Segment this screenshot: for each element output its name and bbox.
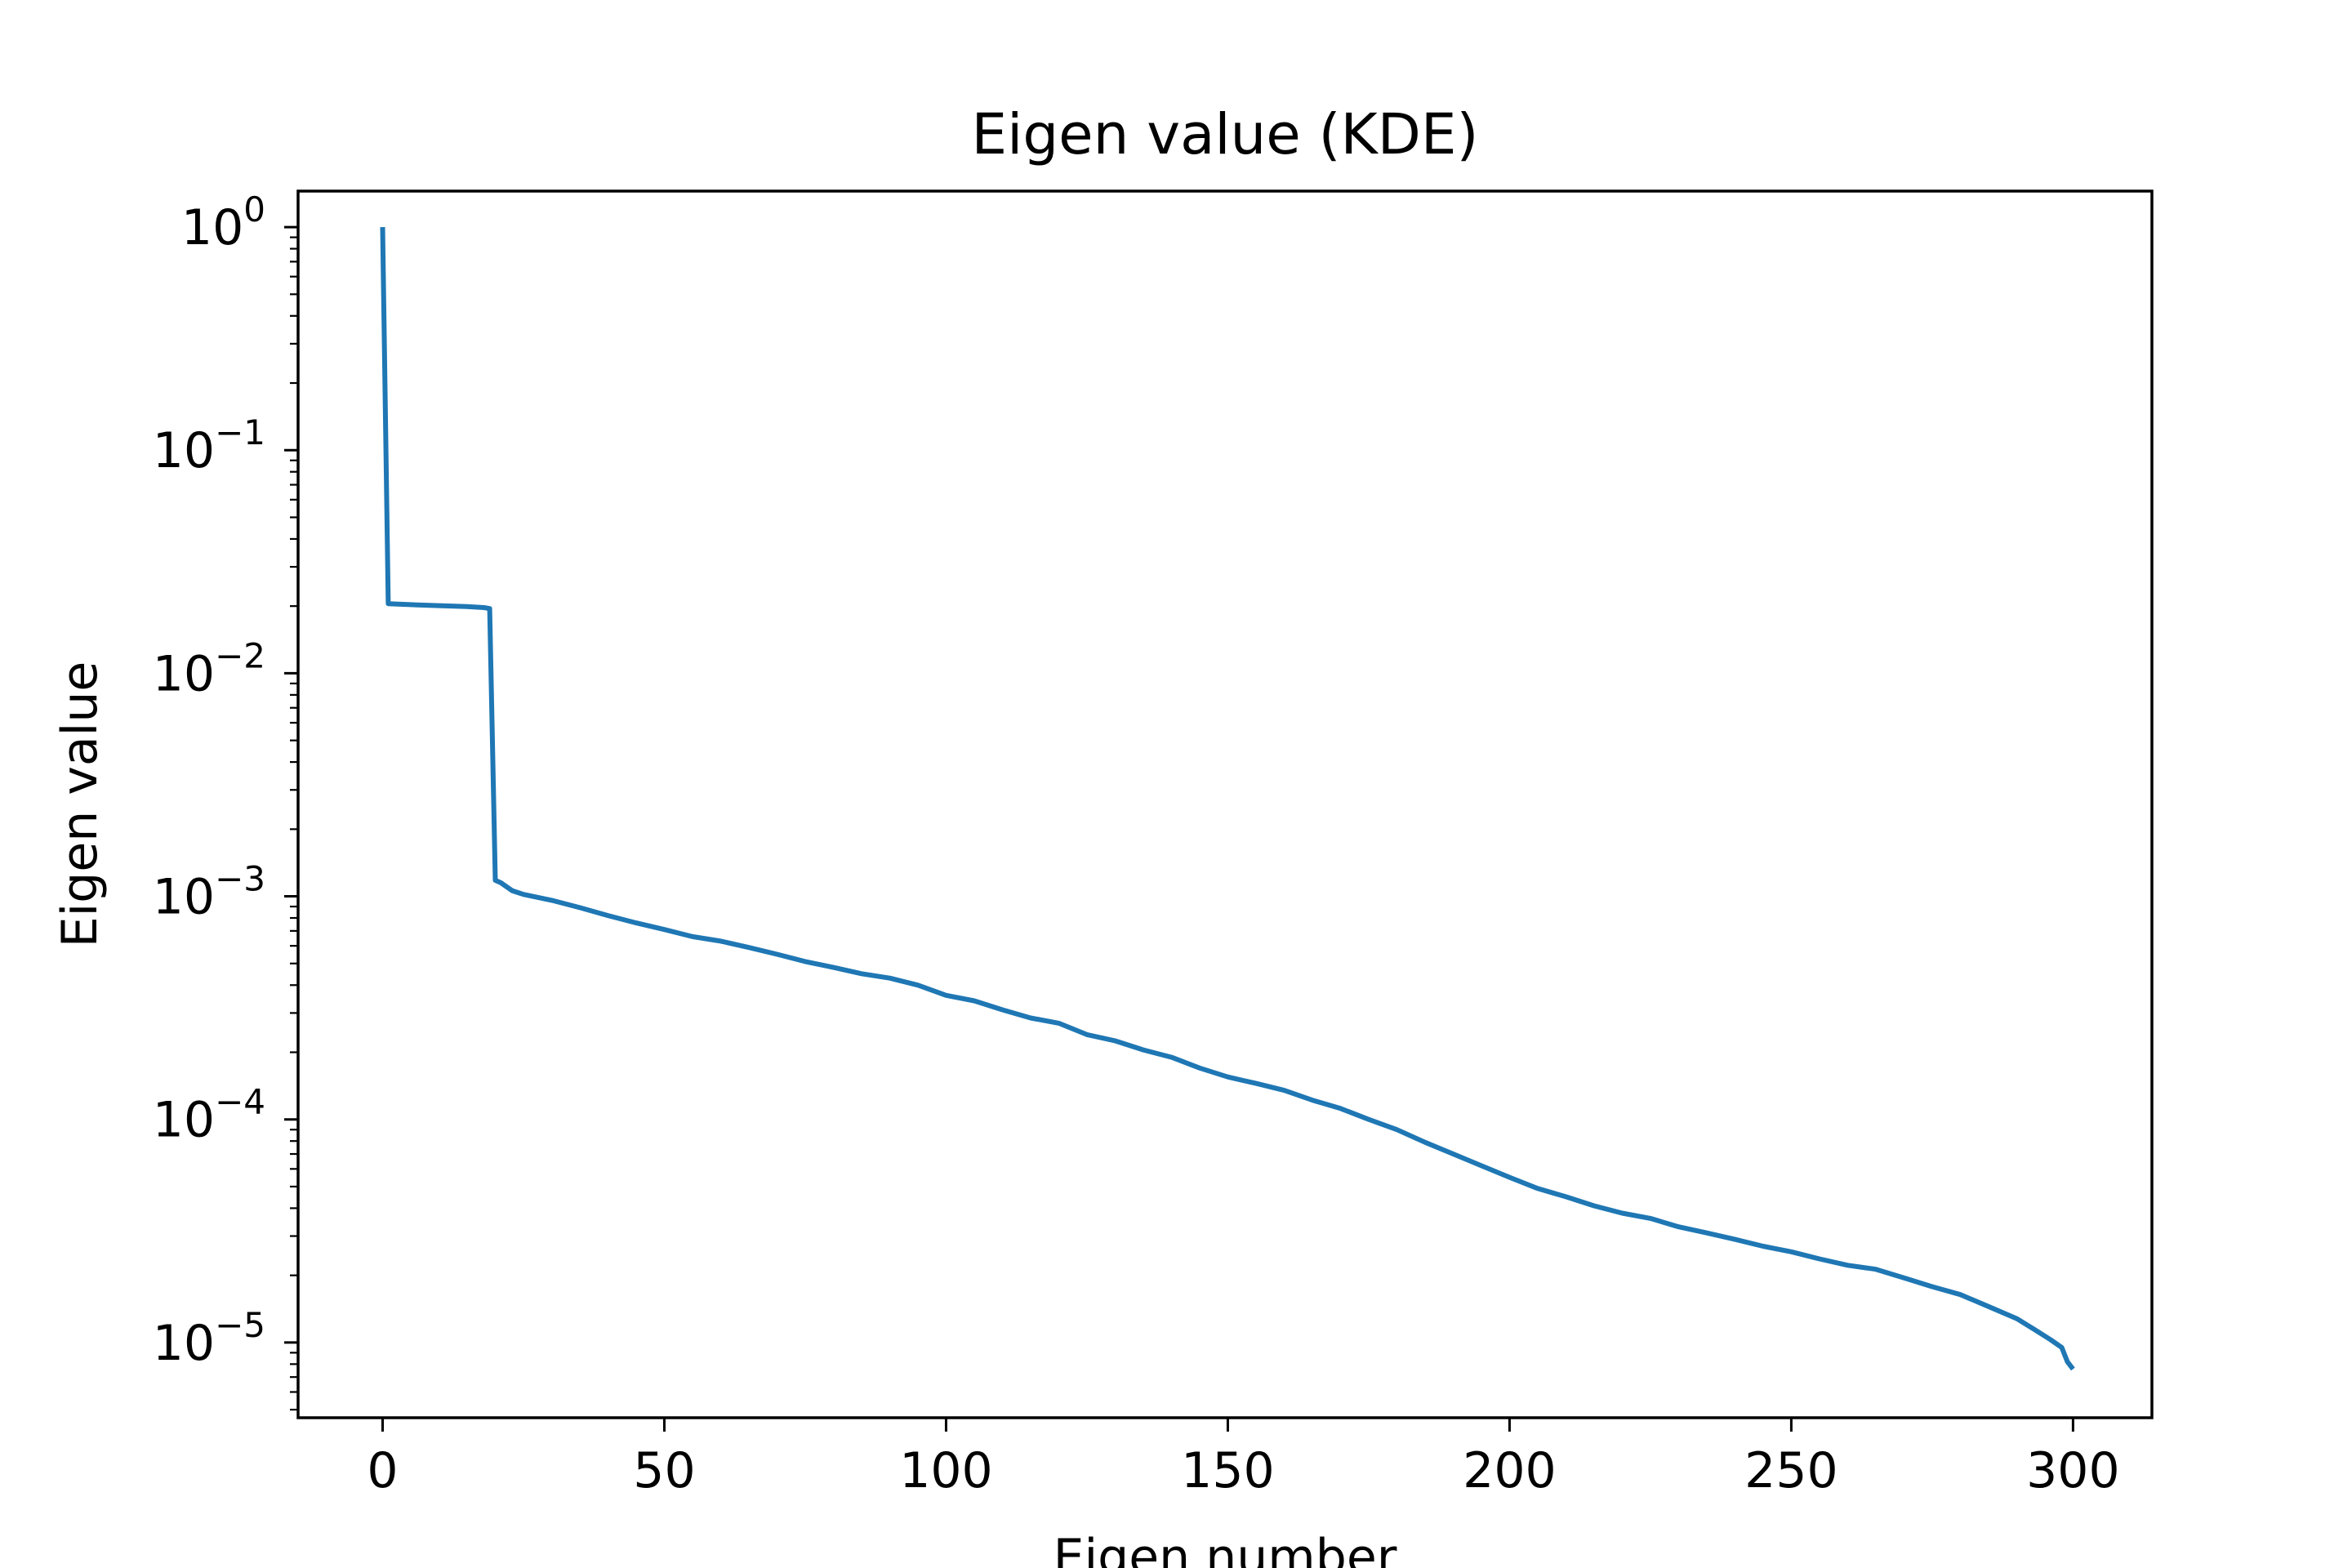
axes-frame [296,189,2154,1419]
x-tick-label: 150 [1181,1442,1275,1499]
y-tick-label: 10−1 [153,412,265,479]
y-tick-label: 100 [181,189,265,256]
chart-title: Eigen value (KDE) [972,102,1479,167]
y-axis-label: Eigen value [51,662,109,948]
x-tick-label: 300 [2026,1442,2120,1499]
x-tick-label: 100 [899,1442,993,1499]
x-tick-label: 50 [633,1442,695,1499]
y-tick-label: 10−3 [153,859,265,926]
y-tick-label: 10−2 [153,635,265,702]
x-axis: 0 50 100 150 200 250 300 [367,1418,2120,1499]
y-tick-label: 10−4 [153,1082,265,1149]
x-axis-label: Eigen number [1054,1529,1397,1568]
plot-area [380,227,2075,1371]
y-axis: 100 10−1 10−2 10−3 10−4 10−5 [153,189,298,1411]
x-tick-label: 250 [1744,1442,1838,1499]
series-line-0 [380,227,2075,1371]
y-tick-label: 10−5 [153,1305,265,1372]
x-tick-label: 200 [1463,1442,1557,1499]
x-tick-label: 0 [367,1442,398,1499]
